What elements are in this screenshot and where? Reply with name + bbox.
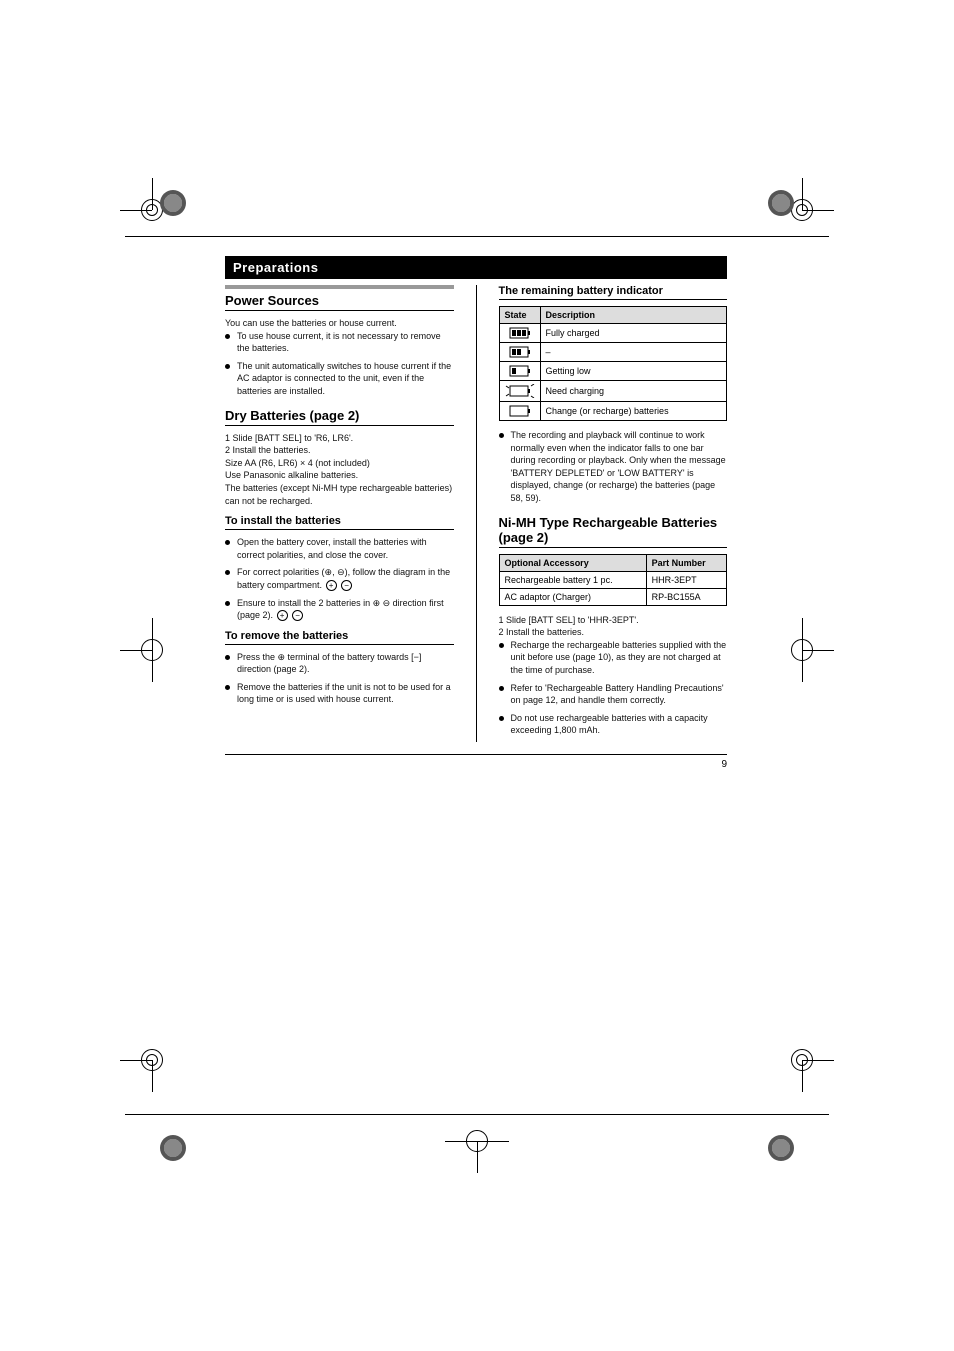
table-row: Fully charged (499, 324, 727, 343)
table-row: AC adaptor (Charger) RP-BC155A (499, 588, 727, 605)
battery-low-icon (509, 365, 531, 377)
batt-th-desc: Description (540, 307, 727, 324)
nimh-c2-1: RP-BC155A (646, 588, 726, 605)
reg-mark-mid-right (770, 618, 834, 682)
subheading-remove: To remove the batteries (225, 630, 454, 645)
dry-steps: 1 Slide [BATT SEL] to 'R6, LR6'. 2 Insta… (225, 432, 454, 457)
install-note-3-text: Ensure to install the 2 batteries in ⊕ ⊖… (237, 598, 444, 621)
right-column: The remaining battery indicator State De… (499, 285, 728, 742)
trim-rule-top (125, 236, 829, 237)
column-divider (476, 285, 477, 742)
reg-mark-lower-right (770, 1028, 834, 1092)
cmyk-swatch-bl (160, 1135, 186, 1161)
subheading-install: To install the batteries (225, 515, 454, 530)
subheading-indicator: The remaining battery indicator (499, 285, 728, 300)
cmyk-swatch-tr (768, 190, 794, 216)
table-row: Change (or recharge) batteries (499, 402, 727, 421)
page-number: 9 (721, 759, 727, 770)
nimh-th-2: Part Number (646, 554, 726, 571)
nimh-note-2: Refer to 'Rechargeable Battery Handling … (499, 682, 728, 707)
nimh-c1-1: AC adaptor (Charger) (499, 588, 646, 605)
dry-spec-1: Size AA (R6, LR6) × 4 (not included) (225, 457, 454, 470)
battery-blink-icon (505, 384, 535, 398)
power-intro: You can use the batteries or house curre… (225, 317, 454, 330)
battery-indicator-table: State Description Fully charged (499, 306, 728, 421)
nimh-c2-0: HHR-3EPT (646, 571, 726, 588)
nimh-c1-0: Rechargeable battery 1 pc. (499, 571, 646, 588)
batt-desc-4: Change (or recharge) batteries (540, 402, 727, 421)
batt-desc-3: Need charging (540, 381, 727, 402)
table-row: – (499, 343, 727, 362)
dry-spec-2: Use Panasonic alkaline batteries. (225, 469, 454, 482)
battery-empty-icon (509, 405, 531, 417)
battery-full-icon (509, 327, 531, 339)
cmyk-swatch-tl (160, 190, 186, 216)
title-bar: Preparations (225, 256, 727, 279)
batt-desc-2: Getting low (540, 362, 727, 381)
batt-note-1: The recording and playback will continue… (499, 429, 728, 505)
minus-icon-2: − (292, 610, 303, 621)
plus-icon-2: + (277, 610, 288, 621)
minus-icon: − (341, 580, 352, 591)
table-row: Getting low (499, 362, 727, 381)
reg-mark-lower-left (120, 1028, 184, 1092)
batt-desc-1: – (540, 343, 727, 362)
battery-two-icon (509, 346, 531, 358)
reg-mark-bottom-mid (445, 1109, 509, 1173)
install-note-2: For correct polarities (⊕, ⊖), follow th… (225, 566, 454, 591)
reg-mark-mid-left (120, 618, 184, 682)
dry-spec-3: The batteries (except Ni-MH type recharg… (225, 482, 454, 507)
heading-dry-batteries: Dry Batteries (page 2) (225, 408, 454, 426)
batt-th-state: State (499, 307, 540, 324)
table-row: Rechargeable battery 1 pc. HHR-3EPT (499, 571, 727, 588)
nimh-steps: 1 Slide [BATT SEL] to 'HHR-3EPT'. 2 Inst… (499, 614, 728, 639)
power-note-2: The unit automatically switches to house… (225, 360, 454, 398)
table-row: Need charging (499, 381, 727, 402)
nimh-note-1: Recharge the rechargeable batteries supp… (499, 639, 728, 677)
install-note-1: Open the battery cover, install the batt… (225, 536, 454, 561)
nimh-accessory-table: Optional Accessory Part Number Rechargea… (499, 554, 728, 606)
page-content: Preparations Power Sources You can use t… (225, 256, 727, 1016)
heading-nimh: Ni-MH Type Rechargeable Batteries (page … (499, 515, 728, 548)
power-note-1: To use house current, it is not necessar… (225, 330, 454, 355)
remove-note-1: Press the ⊕ terminal of the battery towa… (225, 651, 454, 676)
cmyk-swatch-br (768, 1135, 794, 1161)
batt-desc-0: Fully charged (540, 324, 727, 343)
trim-rule-bottom (125, 1114, 829, 1115)
nimh-th-1: Optional Accessory (499, 554, 646, 571)
plus-icon: + (326, 580, 337, 591)
heading-power-sources: Power Sources (225, 293, 454, 311)
remove-note-2: Remove the batteries if the unit is not … (225, 681, 454, 706)
nimh-note-3: Do not use rechargeable batteries with a… (499, 712, 728, 737)
install-note-3: Ensure to install the 2 batteries in ⊕ ⊖… (225, 597, 454, 622)
left-column: Power Sources You can use the batteries … (225, 285, 454, 742)
